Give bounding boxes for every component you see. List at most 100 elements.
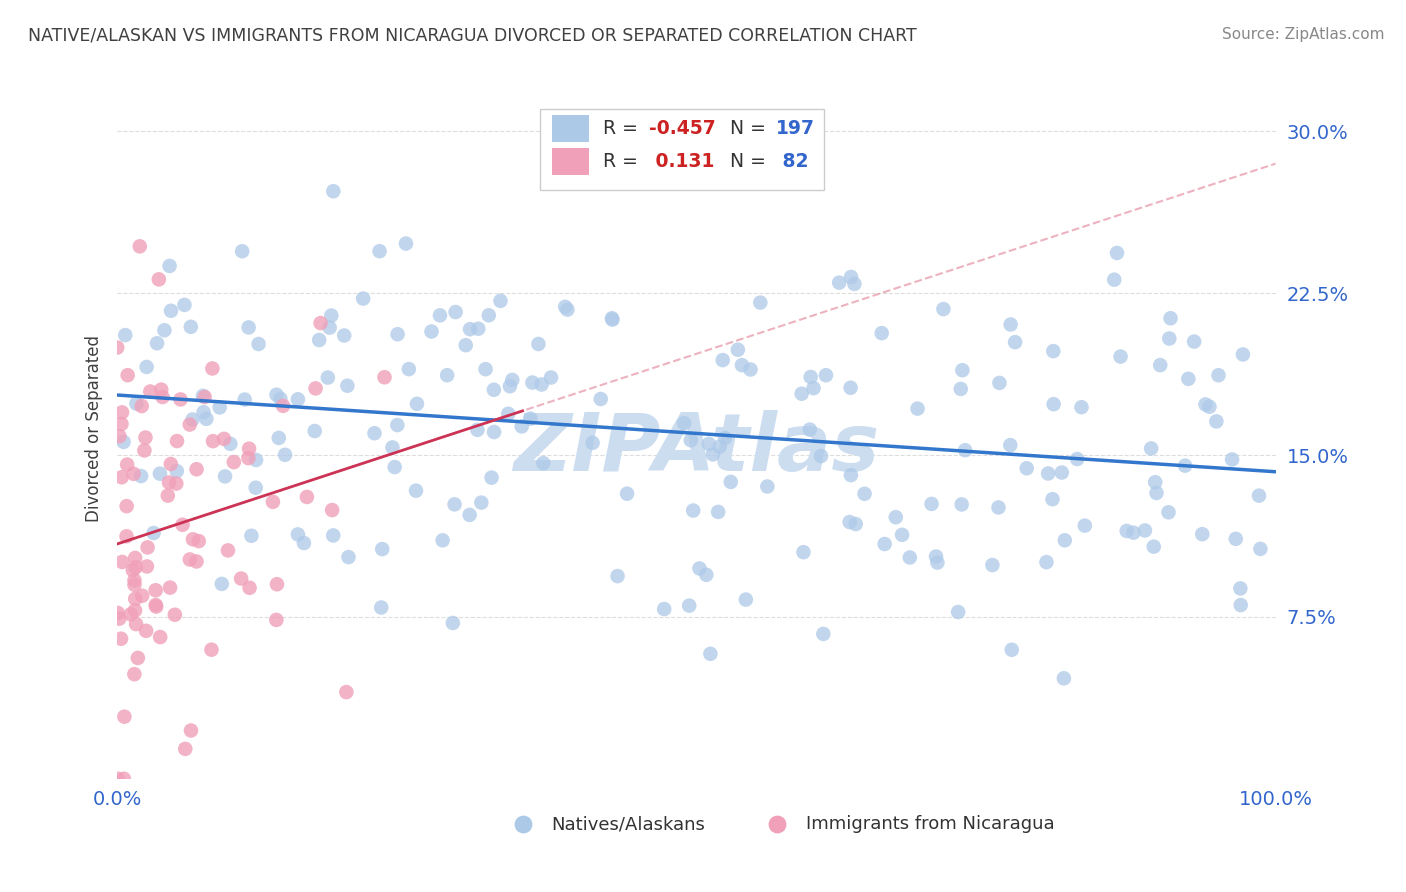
Point: [120, 607, 142, 622]
Point: [1004, 335, 1026, 350]
Point: [163, 607, 186, 622]
Point: [988, 376, 1011, 390]
Point: [1182, 334, 1205, 349]
Point: [1133, 524, 1156, 538]
Point: [436, 368, 458, 383]
Point: [540, 370, 562, 384]
Point: [135, 624, 157, 638]
Point: [335, 685, 357, 699]
Point: [950, 363, 973, 377]
Point: [839, 468, 862, 483]
Point: [129, 469, 152, 483]
Point: [813, 627, 835, 641]
Point: [214, 469, 236, 483]
Point: [247, 337, 270, 351]
Point: [174, 742, 197, 756]
Point: [458, 508, 481, 522]
Point: [907, 401, 929, 416]
Point: [128, 239, 150, 253]
Point: [1146, 486, 1168, 500]
Point: [115, 499, 138, 513]
Point: [321, 309, 343, 323]
Point: [925, 549, 948, 564]
Point: [211, 577, 233, 591]
Point: [839, 269, 862, 284]
Point: [1198, 400, 1220, 414]
Point: [844, 277, 866, 291]
Point: [873, 537, 896, 551]
Point: [714, 431, 737, 445]
Point: [711, 353, 734, 368]
Point: [702, 447, 724, 461]
Point: [169, 392, 191, 407]
Point: [720, 475, 742, 489]
Point: [149, 630, 172, 644]
Point: [217, 543, 239, 558]
Point: [581, 435, 603, 450]
Point: [107, 772, 129, 786]
Point: [124, 603, 146, 617]
Point: [146, 336, 169, 351]
Point: [634, 173, 657, 187]
Point: [245, 481, 267, 495]
Point: [406, 397, 429, 411]
Point: [110, 632, 132, 646]
Point: [318, 320, 340, 334]
Point: [420, 325, 443, 339]
Point: [474, 362, 496, 376]
Point: [1140, 442, 1163, 456]
Point: [1042, 344, 1064, 359]
Point: [606, 569, 628, 583]
Point: [839, 381, 862, 395]
Point: [122, 467, 145, 481]
Point: [845, 517, 868, 532]
Text: 197: 197: [776, 120, 815, 138]
Point: [987, 500, 1010, 515]
Point: [482, 383, 505, 397]
Point: [384, 460, 406, 475]
Point: [749, 295, 772, 310]
Text: ZIPAtlas: ZIPAtlas: [513, 410, 880, 488]
Point: [127, 651, 149, 665]
FancyBboxPatch shape: [551, 148, 589, 175]
Point: [799, 423, 821, 437]
Point: [557, 302, 579, 317]
Point: [1122, 525, 1144, 540]
Point: [946, 605, 969, 619]
Point: [287, 392, 309, 407]
Point: [1232, 347, 1254, 361]
Point: [673, 416, 696, 430]
Point: [1074, 518, 1097, 533]
Point: [195, 412, 218, 426]
Point: [212, 432, 235, 446]
Point: [124, 551, 146, 566]
Point: [810, 449, 832, 463]
Point: [191, 389, 214, 403]
FancyBboxPatch shape: [551, 115, 589, 142]
Point: [266, 387, 288, 401]
Point: [150, 383, 173, 397]
Point: [186, 462, 208, 476]
Point: [740, 362, 762, 376]
Point: [112, 772, 135, 786]
Point: [527, 337, 550, 351]
Point: [1035, 555, 1057, 569]
Point: [1194, 397, 1216, 411]
Point: [157, 475, 180, 490]
Point: [166, 434, 188, 448]
Point: [193, 405, 215, 419]
Point: [884, 510, 907, 524]
Point: [368, 244, 391, 259]
Point: [927, 556, 949, 570]
Point: [792, 545, 814, 559]
FancyBboxPatch shape: [540, 109, 824, 190]
Point: [139, 384, 162, 399]
Point: [142, 526, 165, 541]
Point: [387, 327, 409, 342]
Point: [180, 723, 202, 738]
Text: NATIVE/ALASKAN VS IMMIGRANTS FROM NICARAGUA DIVORCED OR SEPARATED CORRELATION CH: NATIVE/ALASKAN VS IMMIGRANTS FROM NICARA…: [28, 27, 917, 45]
Y-axis label: Divorced or Separated: Divorced or Separated: [86, 334, 103, 522]
Point: [1229, 598, 1251, 612]
Point: [731, 358, 754, 372]
Text: R =: R =: [603, 153, 644, 171]
